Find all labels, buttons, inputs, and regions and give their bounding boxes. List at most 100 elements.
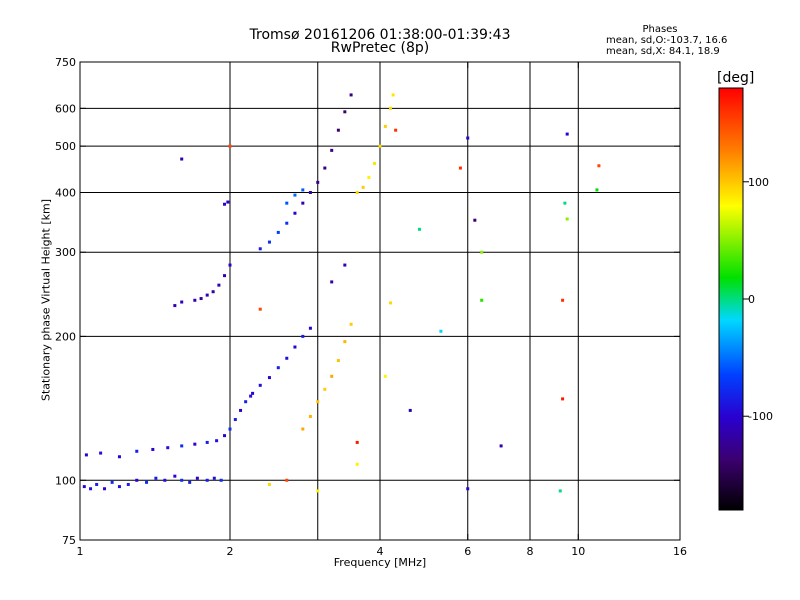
data-point xyxy=(211,290,215,294)
grid-lines xyxy=(80,62,680,540)
data-point xyxy=(391,93,395,97)
data-point xyxy=(258,307,262,311)
data-point xyxy=(316,489,320,493)
data-point xyxy=(343,263,347,267)
data-point xyxy=(323,166,327,170)
colorbar-tick-label: 0 xyxy=(748,293,755,306)
data-point xyxy=(135,478,139,482)
data-point xyxy=(226,200,230,204)
data-point xyxy=(343,110,347,114)
data-point xyxy=(316,180,320,184)
data-point xyxy=(308,326,312,330)
data-point xyxy=(95,482,99,486)
data-point xyxy=(336,359,340,363)
data-point xyxy=(480,250,484,254)
colorbar-tick-label: 100 xyxy=(748,176,769,189)
data-point xyxy=(394,128,398,132)
data-point xyxy=(228,427,232,431)
data-point xyxy=(103,487,107,491)
data-point xyxy=(180,444,184,448)
data-point xyxy=(330,148,334,152)
chart-title-line-1: Tromsø 20161206 01:38:00-01:39:43 xyxy=(249,27,511,43)
data-point xyxy=(233,418,237,422)
data-point xyxy=(205,478,209,482)
data-point xyxy=(173,474,177,478)
y-tick-label: 400 xyxy=(55,186,76,199)
x-axis-label: Frequency [MHz] xyxy=(333,556,427,569)
data-point xyxy=(301,427,305,431)
data-point xyxy=(349,322,353,326)
data-point xyxy=(239,408,243,412)
data-point xyxy=(330,374,334,378)
y-tick-label: 100 xyxy=(55,474,76,487)
data-point xyxy=(276,230,280,234)
y-tick-label: 300 xyxy=(55,246,76,259)
data-point xyxy=(117,455,121,459)
data-point xyxy=(597,164,601,168)
axis-ticks: 1 2 4 6 8 10 16 75 100 200 300 400 500 600 750 xyxy=(55,56,687,558)
data-point xyxy=(499,444,503,448)
x-tick-label: 8 xyxy=(527,545,534,558)
data-point xyxy=(267,376,271,380)
data-point xyxy=(180,478,184,482)
data-point xyxy=(439,329,443,333)
data-point xyxy=(355,190,359,194)
data-point xyxy=(84,453,88,457)
data-point xyxy=(285,478,289,482)
data-point xyxy=(205,293,209,297)
data-point xyxy=(383,124,387,128)
data-point xyxy=(389,301,393,305)
data-point xyxy=(308,414,312,418)
data-point xyxy=(82,485,86,489)
data-point xyxy=(301,201,305,205)
data-point xyxy=(267,240,271,244)
data-point xyxy=(258,383,262,387)
data-point xyxy=(561,397,565,401)
data-point xyxy=(199,297,203,301)
y-tick-label: 75 xyxy=(62,534,76,547)
data-point xyxy=(323,387,327,391)
data-point xyxy=(223,434,227,438)
data-point xyxy=(343,340,347,344)
data-point xyxy=(228,144,232,148)
data-point xyxy=(276,366,280,370)
x-tick-label: 4 xyxy=(377,545,384,558)
phases-title: Phases xyxy=(642,24,678,35)
data-point xyxy=(223,274,227,278)
data-point xyxy=(154,476,158,480)
data-point xyxy=(480,298,484,302)
data-point xyxy=(135,449,139,453)
data-point xyxy=(408,408,412,412)
data-point xyxy=(349,93,353,97)
data-point xyxy=(285,201,289,205)
data-point xyxy=(301,188,305,192)
data-point xyxy=(466,487,470,491)
data-point xyxy=(212,476,216,480)
data-point xyxy=(193,298,197,302)
data-point xyxy=(355,462,359,466)
data-point xyxy=(223,202,227,206)
colorbar-ticks: 100 0 -100 xyxy=(743,176,773,423)
data-point xyxy=(193,442,197,446)
data-point xyxy=(473,218,477,222)
data-point xyxy=(361,185,365,189)
data-point xyxy=(316,400,320,404)
data-point xyxy=(293,345,297,349)
x-tick-label: 16 xyxy=(673,545,687,558)
data-point xyxy=(217,283,221,287)
data-point xyxy=(126,482,130,486)
data-point xyxy=(336,128,340,132)
data-point xyxy=(188,480,192,484)
data-point xyxy=(558,489,562,493)
x-tick-label: 2 xyxy=(227,545,234,558)
data-point xyxy=(151,447,155,451)
data-point xyxy=(285,221,289,225)
data-point xyxy=(244,400,248,404)
colorbar xyxy=(718,87,744,511)
data-point xyxy=(595,188,599,192)
data-point xyxy=(215,439,219,443)
data-point xyxy=(163,478,167,482)
data-point xyxy=(258,247,262,251)
data-point xyxy=(378,144,382,148)
